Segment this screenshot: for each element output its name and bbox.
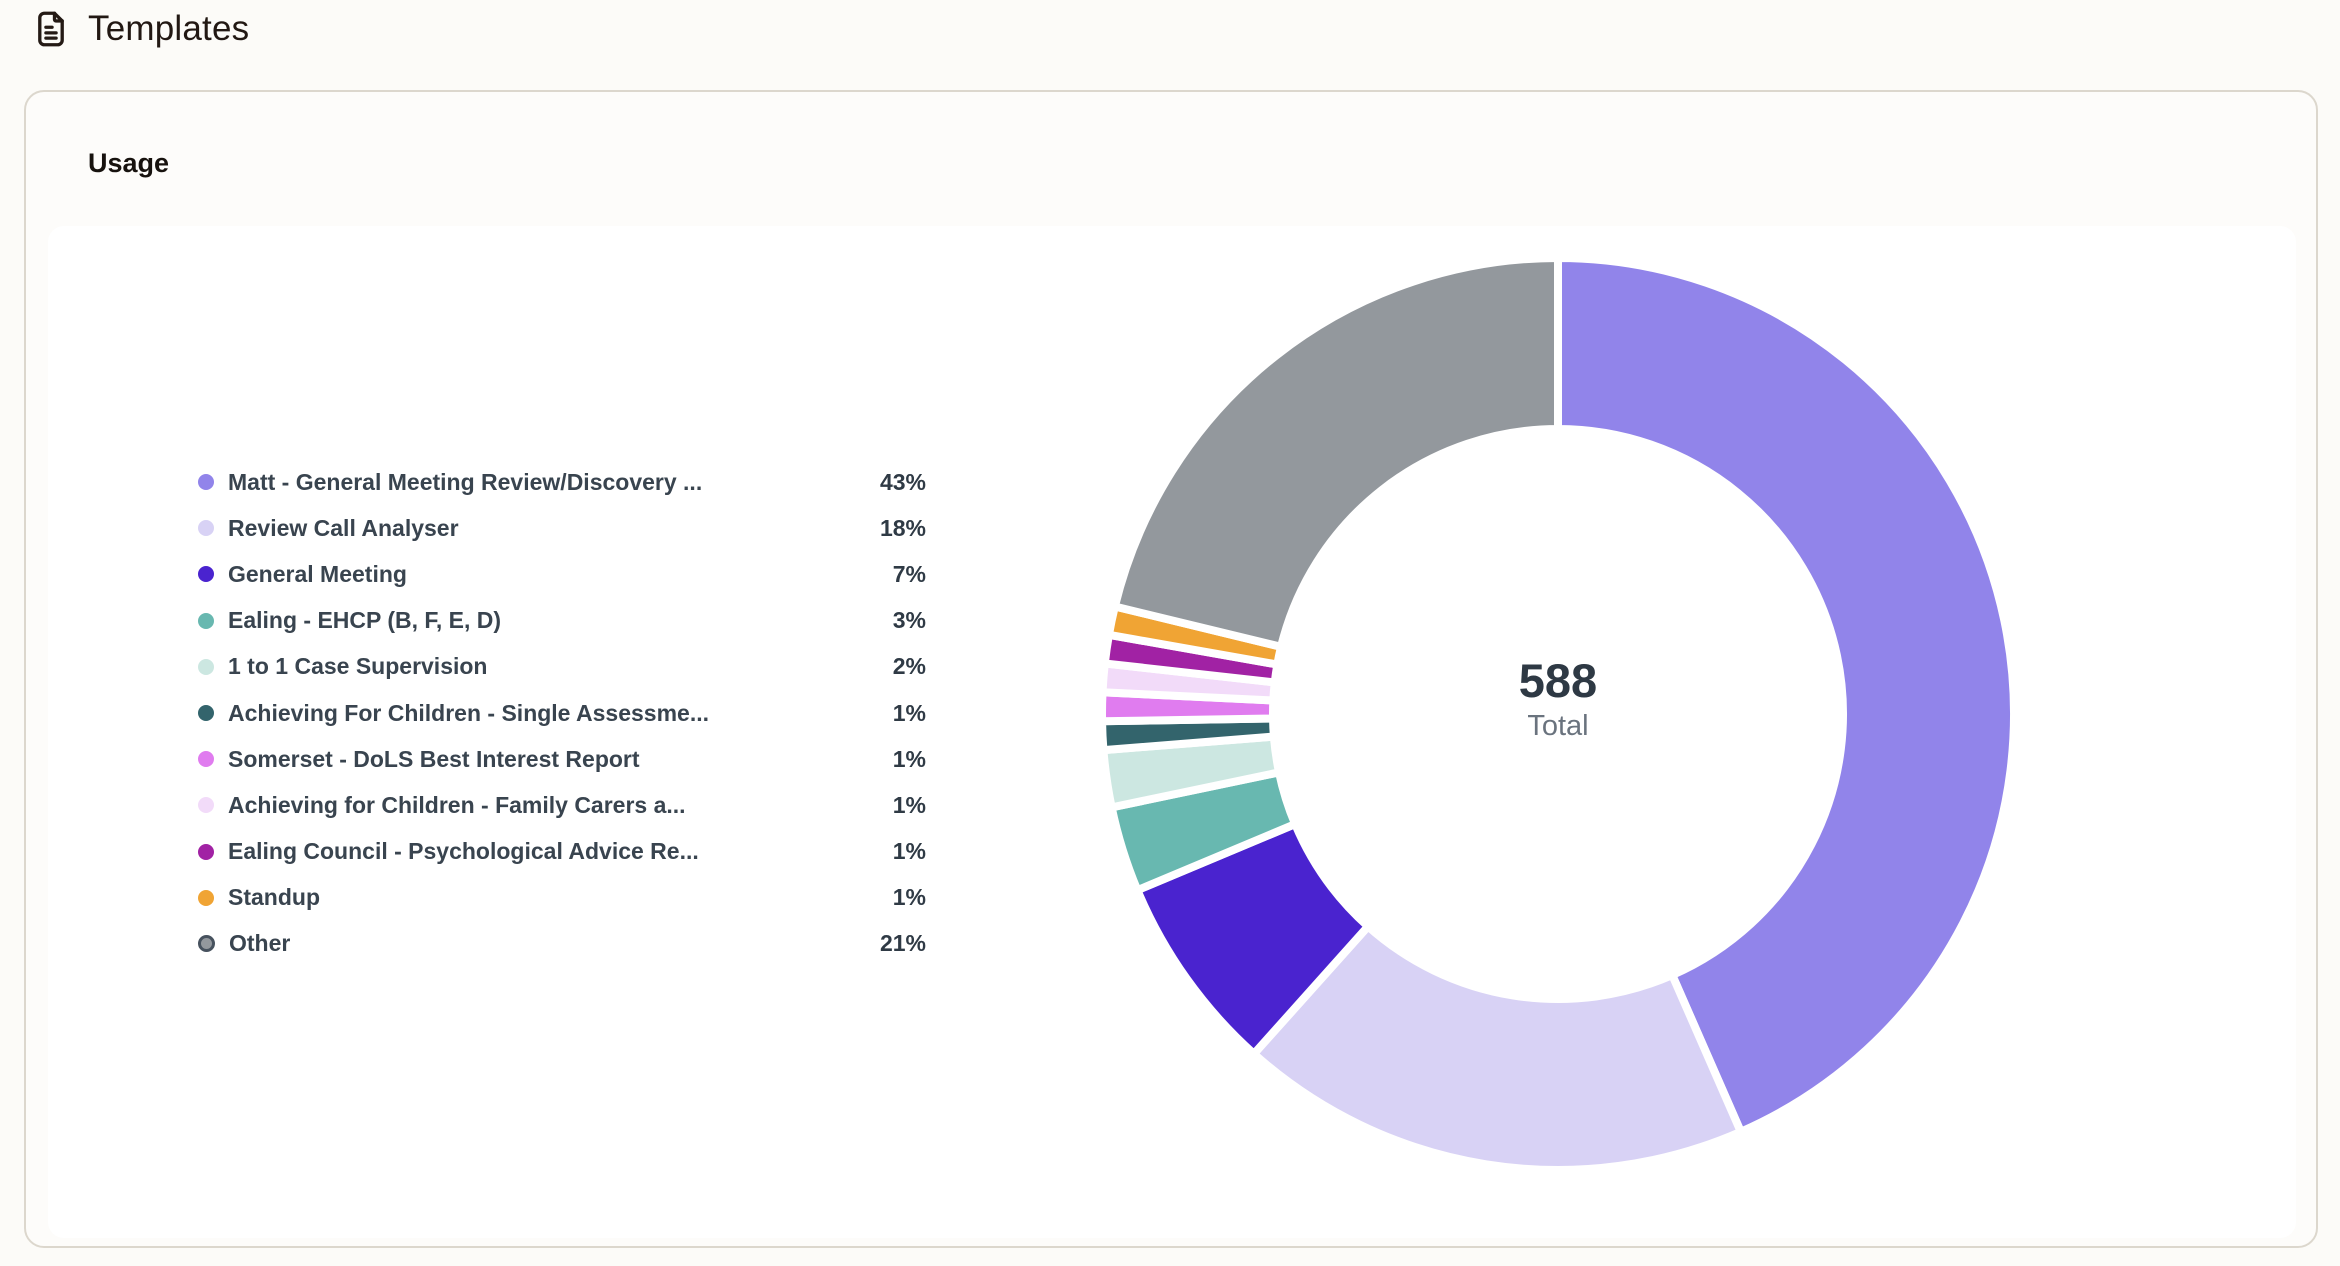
legend-label: Achieving For Children - Single Assessme… [228,699,709,726]
legend-dot [198,566,214,583]
legend-dot [198,705,214,722]
donut-slice[interactable] [1554,253,2018,1138]
card-title: Usage [88,148,170,178]
legend-row[interactable]: Achieving For Children - Single Assessme… [198,690,926,736]
legend-row[interactable]: Ealing - EHCP (B, F, E, D) 3% [198,598,926,644]
legend-dot [198,658,214,675]
page-header: Templates [30,8,249,50]
legend-value: 1% [892,699,926,726]
legend-row[interactable]: Other 21% [198,921,926,967]
legend-dot [198,797,214,814]
legend-row[interactable]: 1 to 1 Case Supervision 2% [198,644,926,690]
legend-value: 43% [879,468,926,495]
legend-dot [198,612,214,629]
legend-value: 1% [892,838,926,865]
legend-row[interactable]: Achieving for Children - Family Carers a… [198,782,926,828]
legend-dot [198,520,214,537]
page-title: Templates [88,9,250,48]
chart-legend: Matt - General Meeting Review/Discovery … [198,459,926,967]
legend-value: 21% [879,930,926,957]
legend-label: Standup [228,884,320,911]
legend-value: 1% [892,884,926,911]
legend-dot [198,843,214,860]
legend-label: Other [229,930,291,957]
donut-slice[interactable] [1110,253,1562,652]
legend-row[interactable]: Review Call Analyser 18% [198,505,926,551]
legend-row[interactable]: General Meeting 7% [198,551,926,597]
legend-label: Ealing Council - Psychological Advice Re… [228,838,699,865]
legend-row[interactable]: Somerset - DoLS Best Interest Report 1% [198,736,926,782]
legend-label: Somerset - DoLS Best Interest Report [228,745,640,772]
legend-dot [198,751,214,768]
donut-slice[interactable] [1248,920,1747,1174]
legend-value: 1% [892,791,926,818]
legend-value: 1% [892,745,926,772]
legend-row[interactable]: Standup 1% [198,875,926,921]
legend-dot [198,474,214,491]
legend-row[interactable]: Ealing Council - Psychological Advice Re… [198,829,926,875]
legend-value: 3% [892,607,926,634]
legend-label: 1 to 1 Case Supervision [228,653,488,680]
usage-chart-panel: Matt - General Meeting Review/Discovery … [48,226,2296,1238]
usage-card: Usage Matt - General Meeting Review/Disc… [24,90,2318,1248]
legend-value: 2% [892,653,926,680]
legend-dot [198,889,214,906]
legend-label: Achieving for Children - Family Carers a… [228,791,686,818]
legend-label: Ealing - EHCP (B, F, E, D) [228,607,502,634]
legend-value: 18% [879,514,926,541]
legend-label: General Meeting [228,560,407,587]
usage-donut-chart[interactable] [1088,244,2028,1184]
legend-label: Review Call Analyser [228,514,459,541]
legend-value: 7% [892,560,926,587]
file-text-icon [38,11,64,47]
legend-row[interactable]: Matt - General Meeting Review/Discovery … [198,459,926,505]
legend-dot [198,935,215,953]
legend-label: Matt - General Meeting Review/Discovery … [228,468,703,495]
